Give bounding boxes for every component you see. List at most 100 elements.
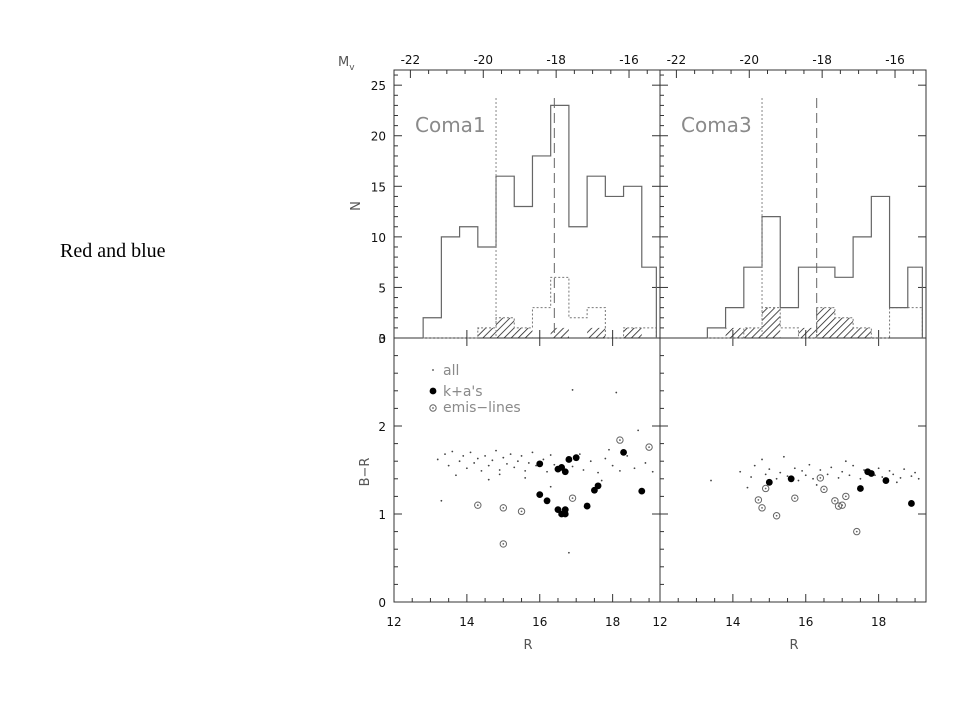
bottom-y-tick-label: 0 xyxy=(378,596,386,610)
hist-bar-ka xyxy=(725,327,744,338)
top-y-tick-label: 0 xyxy=(378,332,386,346)
point-emission xyxy=(816,474,825,482)
point-all xyxy=(841,470,844,473)
point-emission-center xyxy=(476,504,479,507)
point-all xyxy=(888,469,891,472)
point-ka xyxy=(543,497,551,505)
point-all xyxy=(746,486,749,489)
point-ka xyxy=(867,470,875,477)
right-x-axis-label: R xyxy=(789,638,798,653)
point-emission-center xyxy=(619,439,621,441)
point-all xyxy=(498,473,501,476)
point-all xyxy=(903,468,906,471)
point-emission xyxy=(568,494,577,502)
legend-marker-all xyxy=(432,369,434,371)
point-all xyxy=(615,391,618,394)
top-y-tick-label: 25 xyxy=(371,79,386,93)
point-all xyxy=(542,458,545,461)
point-all xyxy=(465,467,468,470)
x-axis-tick-label: 16 xyxy=(532,615,547,629)
point-ka xyxy=(554,506,562,513)
point-ka xyxy=(583,502,591,510)
point-all xyxy=(506,462,508,465)
point-all xyxy=(535,464,538,467)
hist-bar-ka xyxy=(743,327,763,338)
legend-label-emis: emis−lines xyxy=(443,400,521,416)
point-all xyxy=(498,469,501,471)
hist-bar-ka xyxy=(587,327,606,338)
point-all xyxy=(509,453,512,456)
bottom-y-tick-label: 2 xyxy=(378,420,386,434)
side-caption: Red and blue xyxy=(60,240,166,262)
point-all xyxy=(874,474,876,477)
point-all xyxy=(782,455,785,458)
point-all xyxy=(804,474,807,477)
point-all xyxy=(436,458,439,461)
point-all xyxy=(589,460,592,463)
point-all xyxy=(597,471,599,474)
point-all xyxy=(808,463,811,466)
point-ka xyxy=(594,482,602,490)
point-emission-center xyxy=(502,543,505,545)
point-emission xyxy=(820,485,828,494)
point-all xyxy=(914,471,916,474)
point-all xyxy=(608,448,610,451)
point-all xyxy=(455,474,457,477)
point-emission-center xyxy=(764,487,767,490)
point-all xyxy=(750,476,752,478)
top-axis-tick-label: -16 xyxy=(885,53,905,67)
point-emission xyxy=(831,497,839,505)
point-all xyxy=(826,473,829,476)
point-emission xyxy=(517,507,526,516)
point-all xyxy=(786,475,789,478)
bottom-y-axis-label: B−R xyxy=(358,458,373,487)
point-emission xyxy=(772,512,781,520)
x-axis-tick-label: 18 xyxy=(871,615,886,629)
top-axis-tick-label: -20 xyxy=(473,53,493,67)
point-emission-center xyxy=(819,477,822,479)
point-all xyxy=(502,456,505,459)
point-emission xyxy=(834,502,843,510)
top-y-axis-label: N xyxy=(349,201,364,211)
point-all xyxy=(527,462,530,464)
point-emission-center xyxy=(837,505,840,507)
point-all xyxy=(801,469,804,472)
top-axis-label: Mv xyxy=(338,55,355,73)
point-all xyxy=(611,464,614,467)
point-all xyxy=(837,477,840,479)
point-all xyxy=(444,453,446,456)
point-emission-center xyxy=(757,499,760,501)
point-all xyxy=(815,484,818,486)
x-axis-tick-label: 12 xyxy=(652,615,667,629)
x-axis-tick-label: 12 xyxy=(386,615,401,629)
point-emission-center xyxy=(571,497,574,500)
point-all xyxy=(910,475,913,478)
top-y-tick-label: 15 xyxy=(371,180,386,194)
point-ka xyxy=(908,500,915,507)
point-all xyxy=(852,464,855,467)
x-axis-tick-label: 14 xyxy=(459,615,474,629)
point-all xyxy=(899,477,902,479)
point-ka xyxy=(572,454,580,462)
point-all xyxy=(451,450,454,453)
point-emission-center xyxy=(761,506,763,509)
point-emission xyxy=(842,492,850,501)
point-all xyxy=(513,466,516,469)
hist-bar-ka xyxy=(798,327,817,338)
point-all xyxy=(775,477,778,480)
point-all xyxy=(859,477,862,480)
point-all xyxy=(487,464,490,467)
point-emission xyxy=(645,443,653,451)
point-all xyxy=(571,465,574,468)
point-ka xyxy=(857,485,864,492)
point-emission-center xyxy=(793,497,796,500)
bottom-y-tick-label: 1 xyxy=(378,508,386,522)
point-ka xyxy=(561,510,569,518)
point-ka xyxy=(638,487,646,495)
point-all xyxy=(604,457,607,460)
point-all xyxy=(764,473,767,476)
point-all xyxy=(531,451,534,454)
point-all xyxy=(848,474,851,477)
point-all xyxy=(524,477,527,479)
legend-marker-ka xyxy=(429,387,437,395)
